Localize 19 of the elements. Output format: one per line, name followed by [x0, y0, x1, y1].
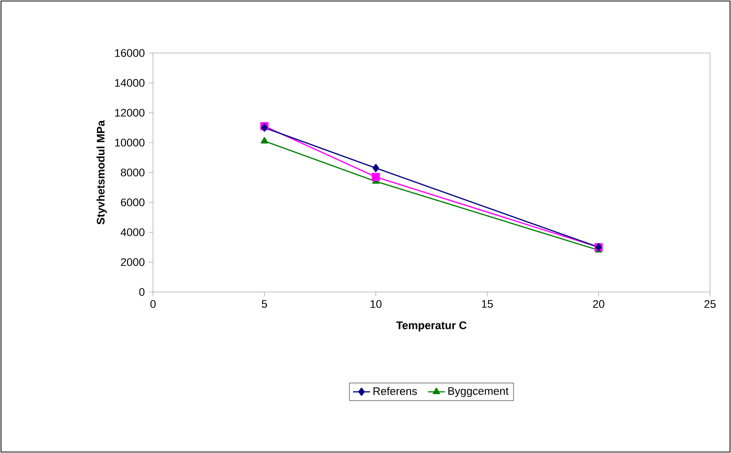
y-tick-label: 16000 [115, 49, 144, 57]
x-tick-label: 5 [262, 300, 268, 308]
x-tick-label: 20 [593, 300, 604, 308]
x-axis-title: Temperatur C [396, 321, 467, 332]
x-tick-label: 0 [150, 300, 156, 308]
y-tick-label: 12000 [115, 108, 144, 117]
legend-label: Byggcement [448, 387, 508, 398]
y-tick-label: 6000 [120, 198, 144, 206]
y-tick-label: 2000 [120, 258, 144, 266]
y-tick-label: 14000 [115, 78, 144, 87]
x-tick-label: 10 [370, 300, 382, 308]
y-tick-label: 4000 [120, 228, 144, 236]
legend-label: Referens [374, 387, 417, 396]
x-tick-label: 25 [704, 300, 716, 308]
y-tick-label: 8000 [120, 168, 144, 176]
y-tick-label: 0 [139, 288, 144, 296]
y-axis-title: Styvhetsmodul MPa [96, 120, 107, 224]
x-tick-label: 15 [482, 300, 493, 308]
y-tick-label: 10000 [115, 138, 144, 147]
